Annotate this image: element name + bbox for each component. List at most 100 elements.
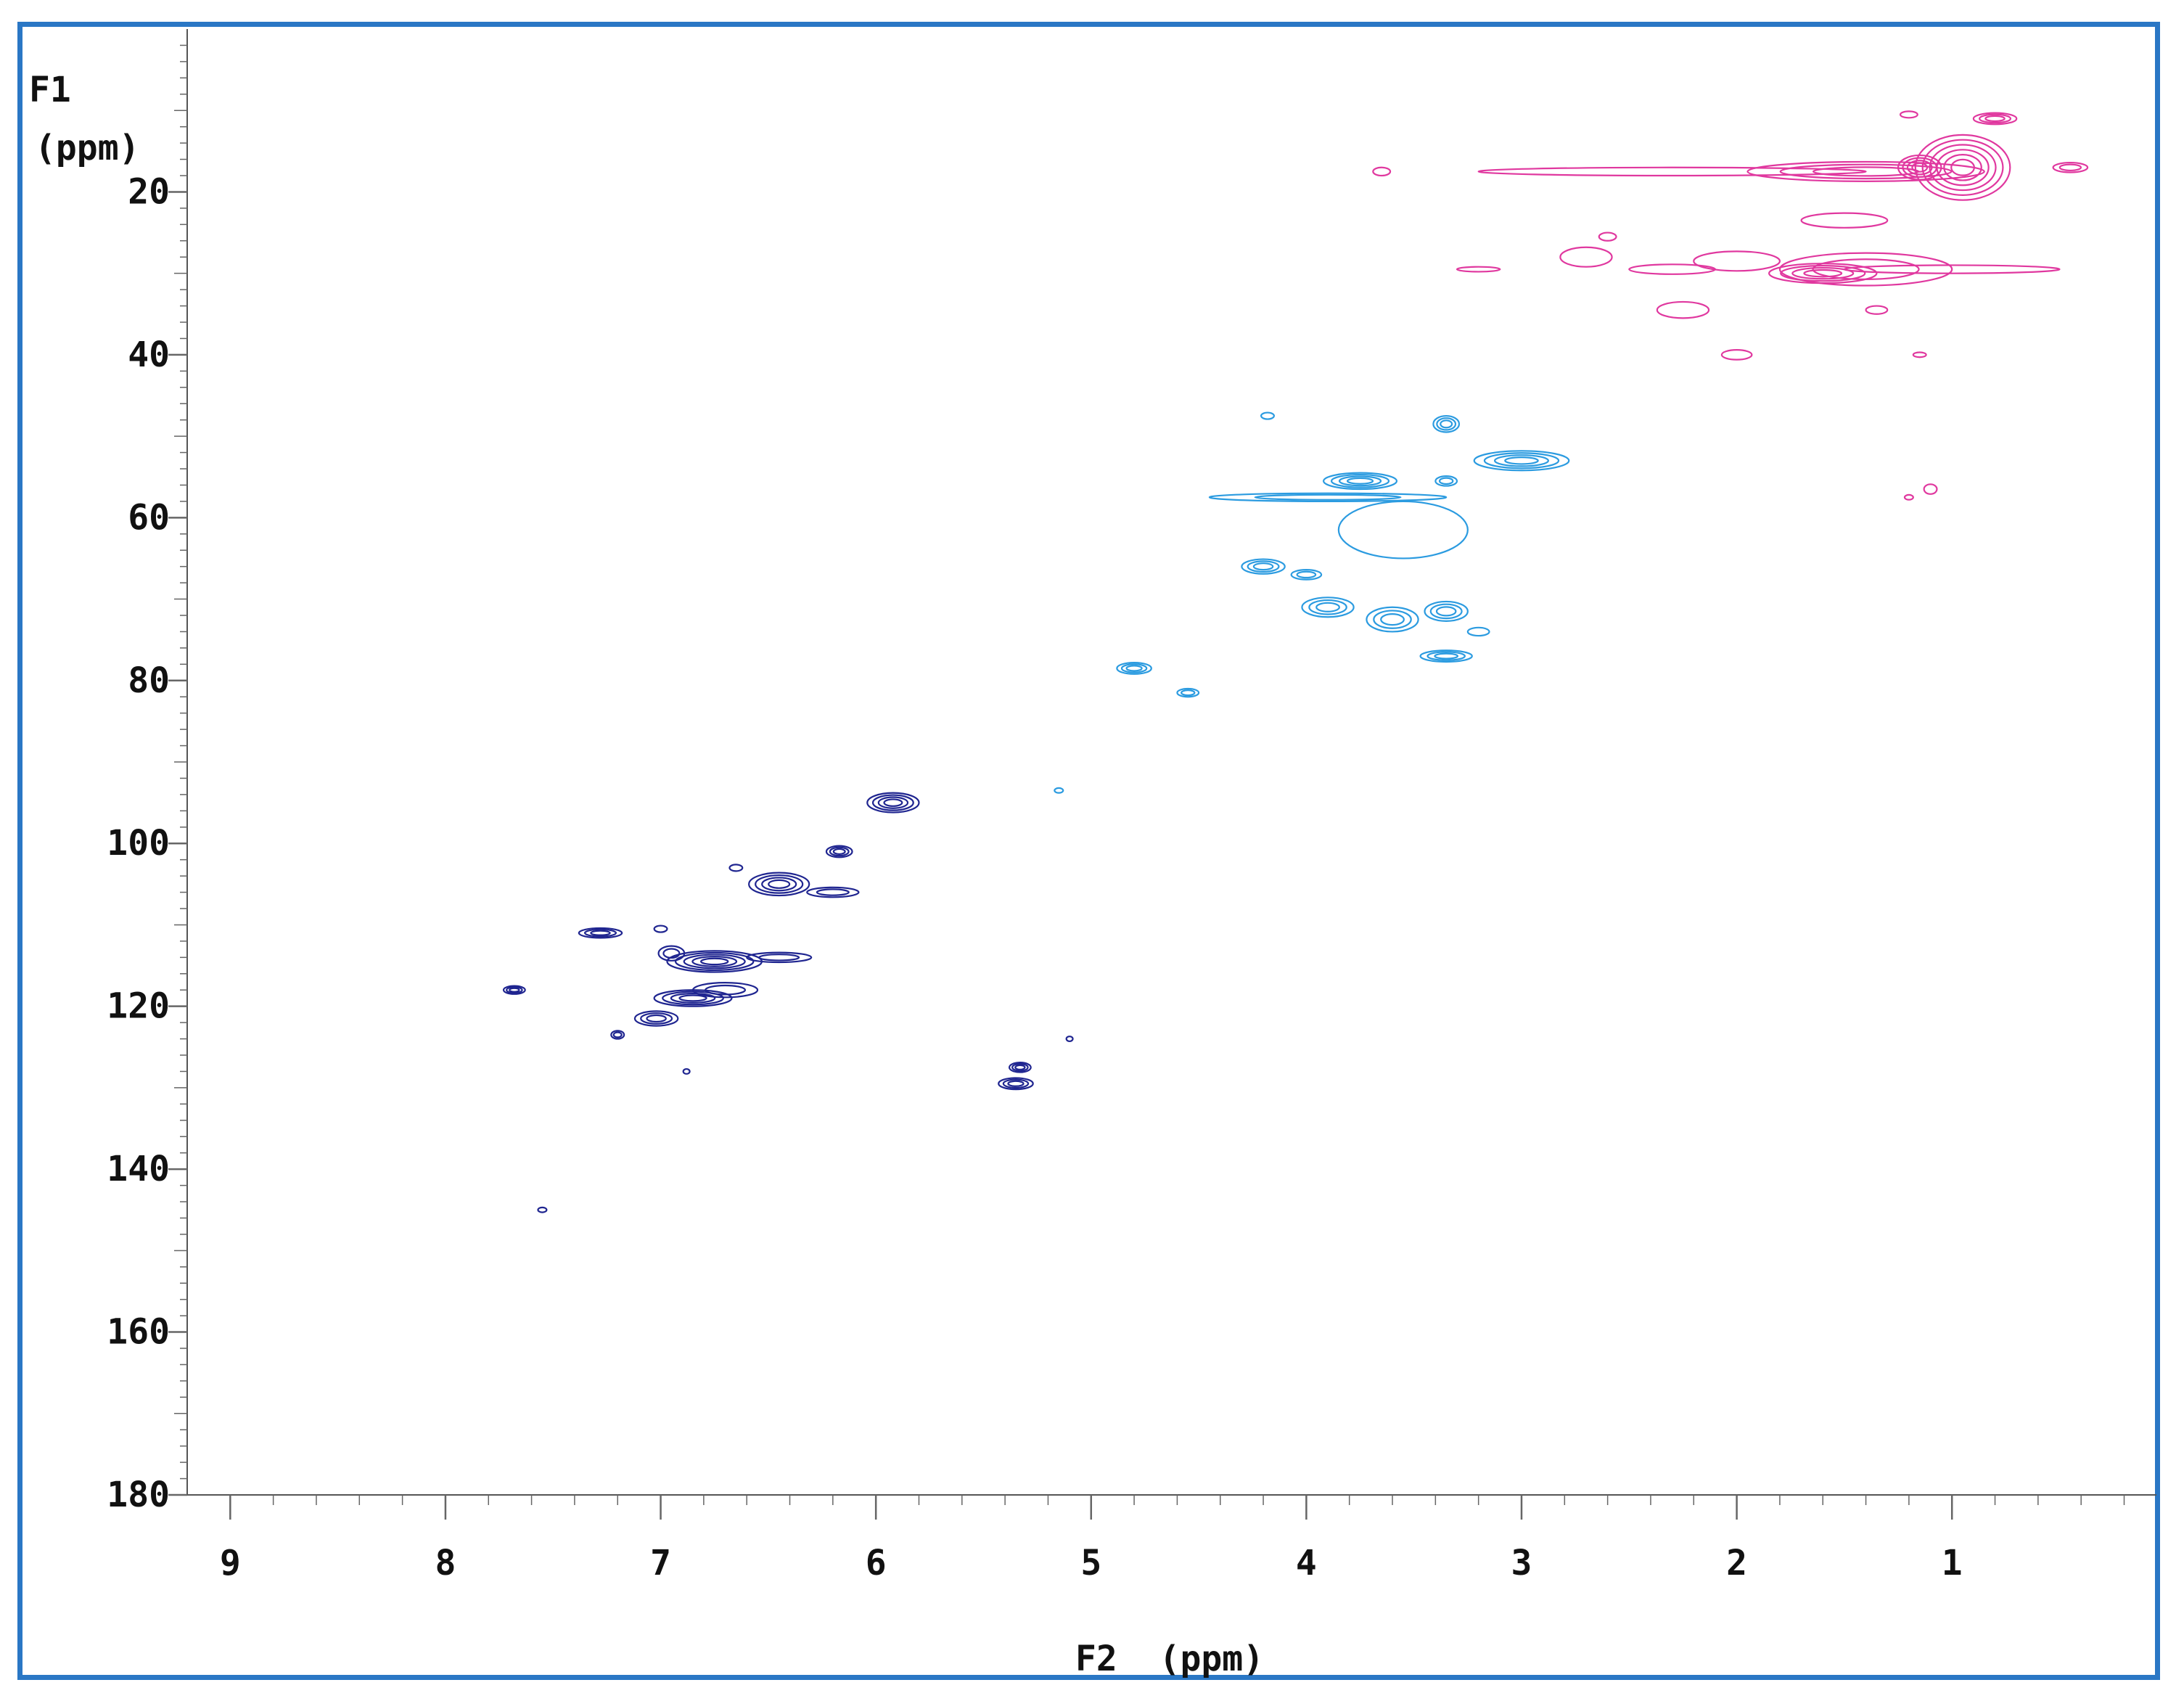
contour-line	[1456, 266, 1501, 273]
contour-peak	[1260, 411, 1275, 420]
x-tick-label: 5	[1080, 1543, 1101, 1583]
contour-peak	[610, 1030, 625, 1040]
contour-line	[1436, 417, 1457, 431]
contour-line	[1424, 600, 1469, 622]
contour-line	[871, 794, 914, 811]
contour-line	[1903, 493, 1914, 501]
contour-peak	[653, 925, 668, 933]
contour-line	[1693, 250, 1781, 272]
contour-line	[1972, 112, 2018, 126]
contour-line	[633, 1010, 679, 1027]
contour-peak	[1778, 252, 1953, 287]
contour-line	[506, 986, 523, 994]
y-tick-label: 80	[128, 660, 170, 701]
contour-peak	[1656, 300, 1710, 319]
contour-line	[1208, 492, 1448, 502]
contour-line	[1432, 414, 1461, 433]
contour-peak	[578, 927, 623, 939]
contour-line	[1477, 166, 1867, 177]
contour-line	[1323, 472, 1398, 491]
y-tick-label: 100	[107, 823, 170, 864]
x-tick-label: 9	[220, 1543, 241, 1583]
contour-peak	[1843, 264, 2061, 274]
series-aromatic	[502, 792, 1074, 1213]
contour-peak	[1912, 351, 1927, 358]
contour-peak	[1116, 661, 1152, 675]
contour-line	[1483, 452, 1560, 470]
x-tick-label: 8	[435, 1543, 456, 1583]
contour-line	[1791, 266, 1855, 280]
contour-line	[1435, 606, 1457, 617]
contour-peak	[1903, 493, 1914, 501]
contour-peak	[998, 1077, 1034, 1091]
contour-peaks	[502, 110, 2089, 1213]
contour-line	[1241, 558, 1286, 575]
contour-line	[1812, 166, 1920, 177]
contour-line	[1308, 599, 1347, 615]
contour-peak	[748, 872, 810, 897]
contour-line	[1979, 113, 2012, 124]
contour-line	[768, 879, 791, 889]
contour-line	[1803, 269, 1843, 278]
contour-line	[1720, 349, 1753, 361]
contour-peak	[1008, 1062, 1032, 1073]
contour-line	[1290, 569, 1323, 581]
contour-peak	[1290, 569, 1323, 581]
y-axis-title-line2: (ppm)	[35, 128, 140, 168]
contour-line	[1315, 602, 1340, 612]
contour-line	[1504, 456, 1539, 465]
y-tick-label: 20	[128, 171, 170, 212]
contour-peak	[537, 1206, 548, 1213]
contour-peak	[825, 845, 853, 858]
contour-line	[1008, 1062, 1032, 1073]
x-tick-label: 4	[1296, 1543, 1317, 1583]
y-axis-title-line1: F1	[29, 70, 71, 110]
contour-line	[1438, 477, 1454, 485]
contour-line	[1065, 1036, 1074, 1043]
contour-line	[1656, 300, 1710, 319]
x-tick-label: 6	[866, 1543, 887, 1583]
contour-peak	[1424, 600, 1469, 622]
x-axis-title: F2 (ppm)	[1075, 1639, 1264, 1679]
chart-frame	[17, 22, 2160, 1680]
contour-line	[816, 888, 850, 896]
contour-line	[1628, 263, 1717, 275]
contour-line	[1247, 560, 1280, 573]
contour-line	[1337, 500, 1469, 560]
contour-peak	[1434, 475, 1458, 487]
contour-peak	[653, 989, 733, 1007]
contour-line	[866, 792, 920, 813]
contour-line	[1054, 787, 1064, 794]
contour-peak	[1720, 349, 1753, 361]
contour-line	[1181, 689, 1196, 697]
contour-line	[761, 877, 797, 892]
contour-line	[646, 1014, 667, 1023]
contour-peak	[1366, 606, 1419, 633]
contour-line	[1419, 649, 1473, 663]
x-tick-label: 1	[1942, 1543, 1963, 1583]
contour-line	[1984, 115, 2006, 123]
contour-line	[682, 1067, 691, 1075]
contour-peak	[1800, 212, 1889, 229]
axes: 20 40 60 80 100 120 140 160 180 9 8 7 6 5 4 3 2 1	[107, 29, 2156, 1583]
contour-line	[674, 951, 755, 972]
contour-line	[640, 1012, 673, 1025]
contour-line	[758, 954, 800, 962]
y-tick-label: 60	[128, 497, 170, 538]
contour-line	[806, 886, 860, 898]
contour-line	[1426, 651, 1466, 661]
contour-line	[1914, 134, 2011, 201]
contour-peak	[1746, 160, 1985, 182]
contour-line	[832, 848, 846, 856]
y-tick-label: 160	[107, 1312, 170, 1353]
series-aliphatic	[1372, 110, 2089, 501]
contour-line	[1260, 411, 1275, 420]
contour-line	[1176, 687, 1200, 698]
contour-line	[883, 798, 903, 807]
series-oxygenated	[1054, 411, 1570, 794]
contour-peak	[682, 1067, 691, 1075]
contour-line	[1434, 475, 1458, 487]
contour-line	[746, 951, 813, 964]
contour-line	[502, 985, 526, 995]
contour-peak	[1477, 166, 1867, 177]
